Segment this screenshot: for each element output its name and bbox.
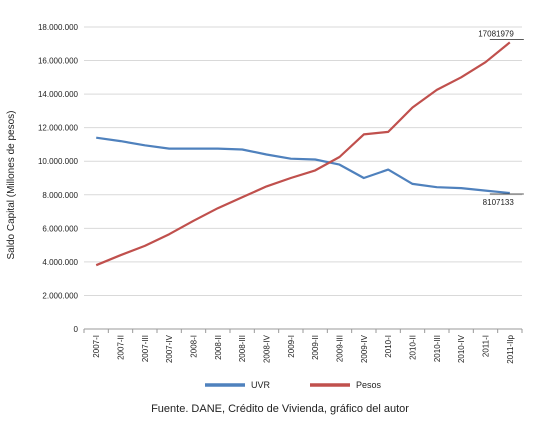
x-tick-label: 2008-III [238, 335, 247, 362]
y-tick-label: 8.000.000 [42, 191, 78, 200]
y-tick-label: 4.000.000 [42, 258, 78, 267]
x-tick-label: 2008-II [214, 335, 223, 360]
data-label: 17081979 [478, 29, 514, 38]
y-axis-label: Saldo Capital (Millones de pesos) [6, 111, 17, 260]
data-label: 8107133 [483, 198, 515, 207]
x-tick-label: 2010-I [384, 335, 393, 358]
y-tick-label: 18.000.000 [38, 23, 79, 32]
x-tick-label: 2007-II [117, 335, 126, 360]
legend: UVR Pesos [205, 380, 382, 390]
y-tick-label: 12.000.000 [38, 124, 79, 133]
x-tick-label: 2009-II [311, 335, 320, 360]
x-tick-label: 2007-I [92, 335, 101, 358]
line-chart: 0 2.000.000 4.000.000 6.000.000 8.000.000 10.… [6, 23, 524, 390]
x-tick-label: 2011-I [482, 335, 491, 357]
x-tick-label: 2010-IV [457, 334, 466, 363]
y-tick-labels: 0 2.000.000 4.000.000 6.000.000 8.000.000 10.… [38, 23, 79, 334]
x-tick-label: 2008-I [190, 335, 199, 358]
x-tick-label: 2009-III [336, 335, 345, 362]
legend-label-uvr: UVR [251, 380, 271, 390]
x-tick-label: 2010-III [433, 335, 442, 362]
x-tick-label: 2008-IV [263, 334, 272, 363]
source-caption: Fuente. DANE, Crédito de Vivienda, gráfi… [151, 403, 409, 415]
x-tick-label: 2011-IIp [506, 334, 515, 363]
annotations: 17081979 8107133 [478, 29, 524, 207]
x-tick-labels: 2007-I 2007-II 2007-III 2007-IV 2008-I 2008-I… [83, 329, 523, 364]
y-tick-label: 10.000.000 [38, 157, 79, 166]
series-line-uvr [96, 136, 510, 195]
y-tick-label: 0 [74, 325, 79, 334]
x-tick-label: 2010-II [409, 335, 418, 360]
series-lines [95, 41, 511, 267]
series-line-pesos [95, 41, 511, 267]
x-tick-label: 2009-IV [360, 334, 369, 363]
y-tick-label: 16.000.000 [38, 57, 79, 66]
y-tick-label: 6.000.000 [42, 224, 78, 233]
grid-lines [84, 26, 522, 330]
y-tick-label: 2.000.000 [42, 291, 78, 300]
y-tick-label: 14.000.000 [38, 90, 79, 99]
legend-label-pesos: Pesos [356, 380, 382, 390]
x-tick-label: 2007-III [141, 335, 150, 362]
x-tick-label: 2007-IV [165, 334, 174, 363]
x-tick-label: 2009-I [287, 335, 296, 358]
